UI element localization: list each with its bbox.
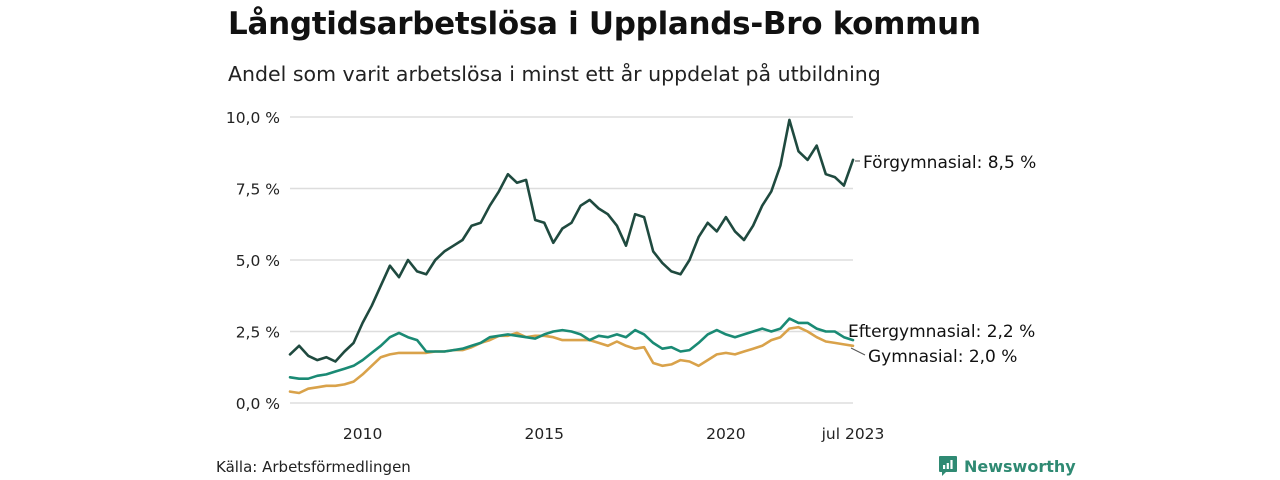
brand-logo[interactable]: Newsworthy bbox=[938, 455, 1076, 477]
x-tick-label: 2010 bbox=[343, 425, 382, 443]
x-axis-ticks: 2010 2015 2020 jul 2023 bbox=[343, 425, 884, 443]
series-label-eftergymnasial: Eftergymnasial: 2,2 % bbox=[848, 322, 1035, 342]
y-tick-label: 7,5 % bbox=[236, 181, 280, 199]
gridlines bbox=[290, 116, 853, 404]
label-leader-line bbox=[850, 347, 866, 356]
series-label-gymnasial: Gymnasial: 2,0 % bbox=[868, 347, 1017, 367]
series-line-gymnasial bbox=[288, 325, 855, 395]
y-tick-label: 5,0 % bbox=[236, 252, 280, 270]
y-tick-label: 2,5 % bbox=[236, 324, 280, 342]
x-tick-label: jul 2023 bbox=[821, 425, 885, 443]
x-tick-label: 2020 bbox=[706, 425, 745, 443]
y-tick-label: 10,0 % bbox=[226, 109, 280, 127]
series-lines bbox=[288, 118, 855, 395]
series-label-förgymnasial: Förgymnasial: 8,5 % bbox=[863, 153, 1036, 173]
series-labels: Förgymnasial: 8,5 % Eftergymnasial: 2,2 %… bbox=[848, 153, 1036, 367]
x-tick-label: 2015 bbox=[525, 425, 564, 443]
source-note: Källa: Arbetsförmedlingen bbox=[216, 458, 411, 476]
y-axis-ticks: 0,0 % 2,5 % 5,0 % 7,5 % 10,0 % bbox=[226, 109, 280, 413]
series-line-eftergymnasial bbox=[288, 317, 855, 380]
brand-name: Newsworthy bbox=[964, 456, 1076, 476]
y-tick-label: 0,0 % bbox=[236, 395, 280, 413]
bar-chart-speech-bubble-icon bbox=[939, 456, 957, 476]
series-line-förgymnasial bbox=[288, 118, 855, 363]
chart-subtitle: Andel som varit arbetslösa i minst ett å… bbox=[228, 62, 881, 86]
chart-title: Långtidsarbetslösa i Upplands-Bro kommun bbox=[228, 6, 981, 42]
